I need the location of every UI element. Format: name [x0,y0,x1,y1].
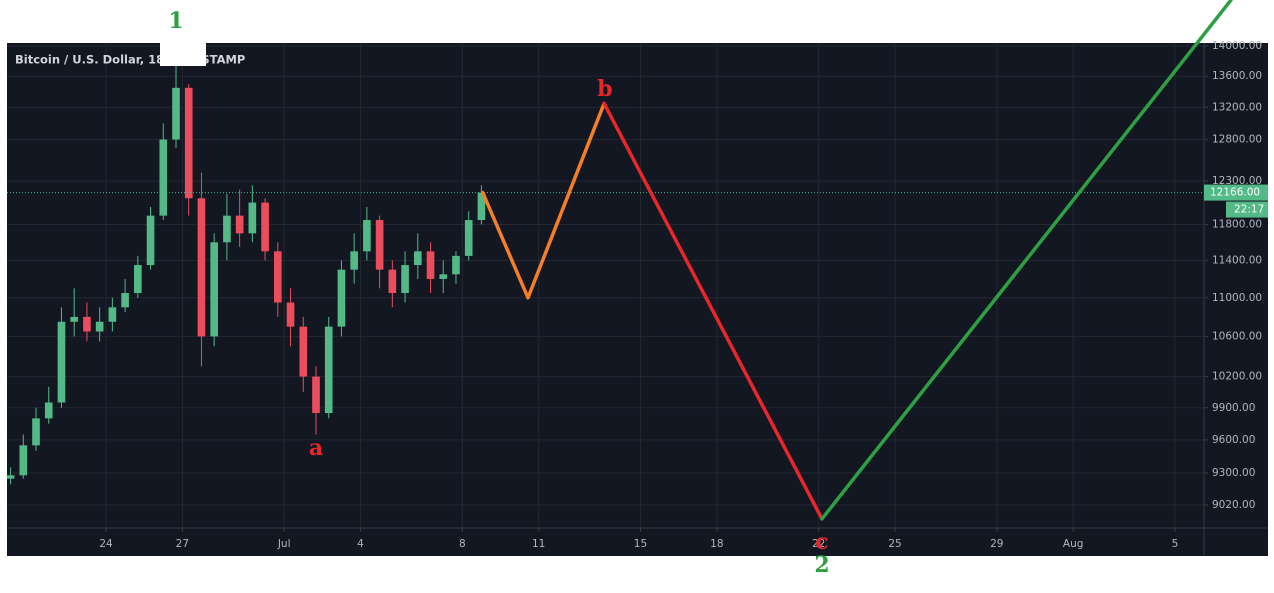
wave-line [480,101,606,300]
y-tick-label: 13200.00 [1212,101,1262,113]
x-tick-label: 24 [99,538,113,550]
candle-body [57,321,66,403]
candle-body [19,445,28,476]
y-tick-label: 12800.00 [1212,134,1262,146]
candle-body [108,307,117,322]
x-tick-label: 29 [990,538,1003,550]
x-tick-label: Aug [1063,538,1084,550]
candle-body [146,215,155,266]
candle-body [121,293,129,308]
candle-body [452,255,460,275]
candle-body [337,269,346,327]
candle-body [223,215,231,243]
wave-annotation: 1 [168,8,183,34]
wave-annotation: 2 [814,552,829,578]
candle-body [350,251,358,270]
candle-body [477,192,486,221]
countdown-box [1226,201,1268,218]
x-tick-label: 4 [357,538,364,550]
y-tick-label: 9900.00 [1212,402,1255,414]
x-tick-label: Jul [277,538,291,550]
countdown: 22:17 [1234,204,1264,216]
candle-body [426,251,435,279]
y-tick-label: 10200.00 [1212,371,1262,383]
y-tick-label: 11800.00 [1212,218,1262,230]
candle-body [172,87,180,140]
candle-body [363,220,371,252]
wave-annotation: c [815,529,828,555]
candle-body [261,202,269,252]
candle-body [439,274,448,279]
candle-body [95,321,104,332]
candle-body [324,326,333,414]
x-tick-label: 25 [888,538,901,550]
candle-body [464,220,473,256]
candle-body [159,139,168,216]
y-tick-label: 14000.00 [1212,40,1262,52]
chart-title: Bitcoin / U.S. Dollar, 180, BITSTAMP [15,53,245,67]
y-tick-label: 12300.00 [1212,175,1262,187]
candle-body [32,418,40,446]
candle-body [235,215,244,234]
wave-line [820,0,1233,521]
wave-annotation: a [309,435,323,461]
wave-annotation: b [597,76,612,102]
x-tick-label: 22 [812,538,825,550]
candle-body [388,269,397,294]
wave-line [602,101,824,521]
overlay: 12166.00 22:17 1 a b c2 [168,0,1268,578]
candle-body [184,87,193,199]
chart-background [7,43,1268,556]
price-label: 12166.00 [1210,187,1260,199]
x-tick-label: 18 [710,538,723,550]
candle-body [6,475,15,479]
x-tick-label: 11 [532,538,545,550]
x-tick-label: 15 [634,538,647,550]
x-tick-label: 8 [459,538,466,550]
candle-body [197,198,206,337]
y-tick-label: 13600.00 [1212,70,1262,82]
candle-body [299,326,308,377]
candle-body [44,402,53,419]
y-tick-label: 9300.00 [1212,467,1255,479]
candle-body [248,202,257,234]
candle-body [134,265,142,294]
candle-body [413,251,422,266]
candle-body [83,316,91,332]
label-backdrop [160,43,206,66]
plot-area [6,61,1204,485]
candle-body [210,242,218,337]
x-tick-label: 27 [176,538,189,550]
y-tick-label: 11000.00 [1212,292,1262,304]
x-tick-label: 5 [1172,538,1179,550]
candle-body [286,302,295,327]
y-tick-label: 11400.00 [1212,254,1262,266]
candle-body [375,220,384,270]
candle-body [70,316,79,322]
y-tick-label: 9600.00 [1212,434,1255,446]
candle-body [312,376,320,414]
grid: 14000.00 13600.00 13200.00 12800.00 12300.00… [7,40,1262,550]
candle-body [273,251,282,303]
candle-body [401,265,409,294]
price-label-box [1204,184,1268,201]
y-tick-label: 10600.00 [1212,330,1262,342]
y-tick-label: 9020.00 [1212,499,1255,511]
